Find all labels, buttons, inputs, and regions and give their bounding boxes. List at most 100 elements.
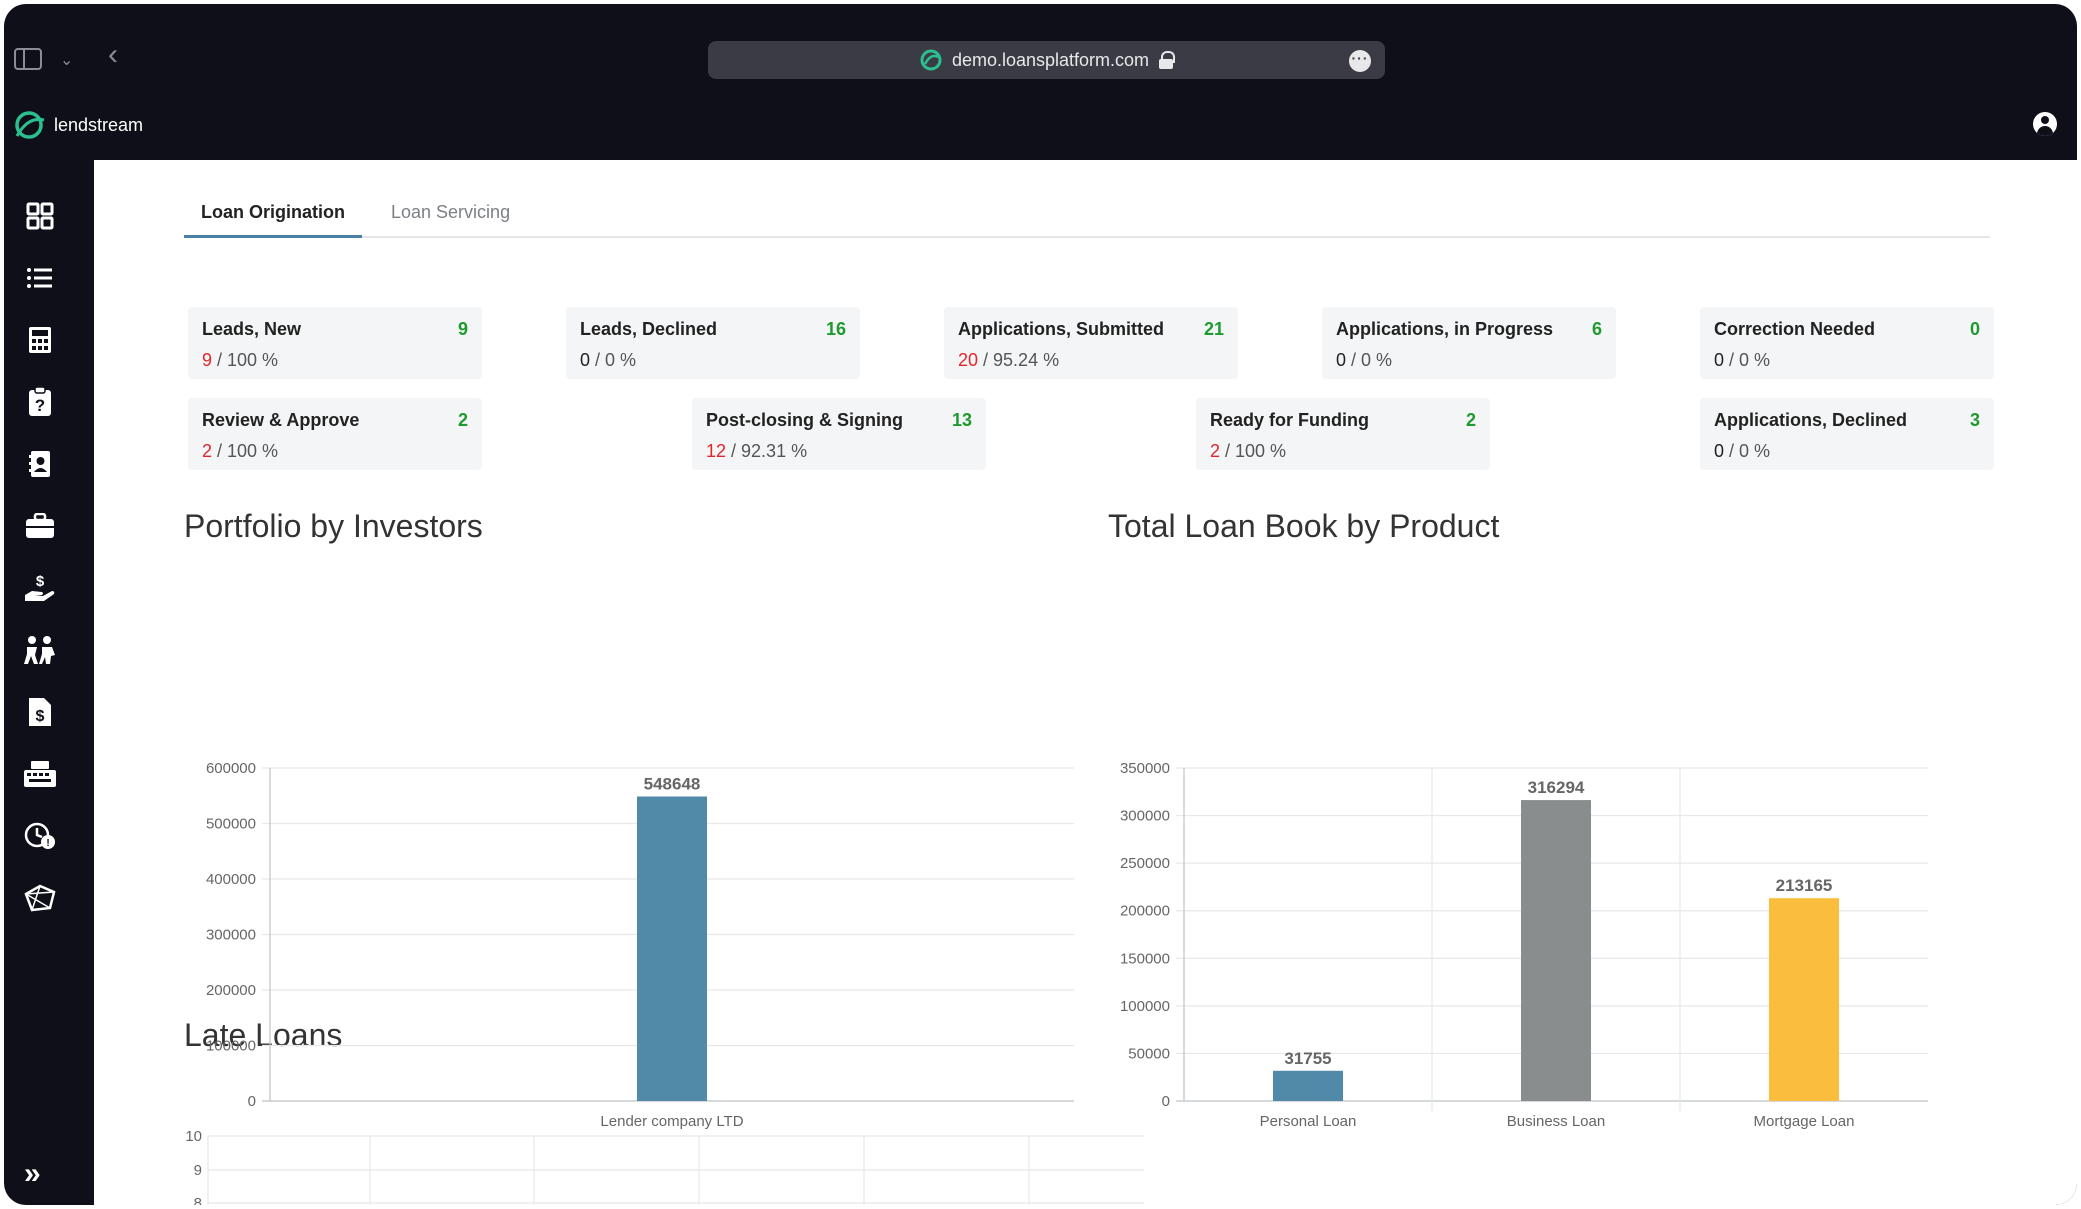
calculator-icon[interactable] [22,322,58,358]
svg-text:!: ! [46,838,49,849]
user-account-icon[interactable] [2033,112,2057,136]
card-ratio: 9 / 100 % [202,350,468,371]
browser-window: ⌄ ‹ demo.loansplatform.com ··· lendstrea… [4,4,2077,1205]
bar [1769,898,1839,1101]
card-ratio: 2 / 100 % [202,441,468,462]
card-ratio-rest: / 92.31 % [726,441,808,461]
portfolio-chart-title: Portfolio by Investors [184,508,483,544]
site-logo-icon [920,49,942,71]
x-tick-label: Lender company LTD [600,1113,743,1130]
chevron-down-icon[interactable]: ⌄ [60,52,74,69]
sidebar-toggle-icon[interactable] [14,48,42,70]
y-tick-label: 200000 [206,982,256,999]
invoice-dollar-icon[interactable]: $ [22,694,58,730]
card-count: 21 [1203,319,1224,339]
lendstream-logo-icon [15,111,45,139]
briefcase-icon[interactable] [22,508,58,544]
tab-bar: Loan Origination Loan Servicing [184,192,1990,238]
card-ratio-value: 0 [1336,350,1347,370]
status-card[interactable]: Applications, Submitted 21 20 / 95.24 % [944,307,1238,379]
y-tick-label: 100000 [206,1038,256,1055]
x-tick-label: Personal Loan [1260,1113,1357,1130]
tab-loan-servicing[interactable]: Loan Servicing [391,202,511,222]
history-clock-icon[interactable]: ! [22,818,58,854]
card-title: Review & Approve [202,410,360,430]
y-tick-label: 600000 [206,760,256,777]
y-tick-label: 500000 [206,816,256,833]
dashboard-grid-icon[interactable] [22,198,58,234]
status-card[interactable]: Review & Approve 2 2 / 100 % [188,398,482,470]
expand-sidebar-icon[interactable]: » [24,1157,41,1190]
card-count: 0 [1969,319,1980,339]
left-navigation: ? $ $ ! » [4,160,94,1205]
card-count: 9 [457,319,468,339]
data-label: 31755 [1284,1049,1331,1068]
card-ratio-rest: / 95.24 % [978,350,1060,370]
card-count: 13 [951,410,972,430]
y-tick-label: 300000 [206,927,256,944]
network-icon[interactable] [22,880,58,916]
card-ratio-rest: / 100 % [1220,441,1287,461]
y-tick-label: 50000 [1128,1045,1170,1062]
tab-loan-origination[interactable]: Loan Origination [184,192,362,238]
contacts-book-icon[interactable] [22,446,58,482]
card-count: 2 [1465,410,1476,430]
card-ratio-value: 9 [202,350,213,370]
y-tick-label: 100000 [1120,998,1170,1015]
card-title: Applications, Submitted [958,319,1165,339]
card-ratio: 0 / 0 % [1336,350,1602,371]
y-tick-label: 0 [248,1093,256,1110]
card-ratio-rest: / 0 % [590,350,637,370]
y-tick-label: 0 [1162,1093,1170,1110]
y-tick-label: 10 [185,1128,202,1145]
url-text: demo.loansplatform.com [951,49,1150,70]
hand-money-icon[interactable]: $ [22,570,58,606]
help-clipboard-icon[interactable]: ? [22,384,58,420]
card-title: Leads, New [202,319,302,339]
card-title: Correction Needed [1714,319,1876,339]
card-ratio-value: 0 [1714,441,1725,461]
status-card[interactable]: Applications, in Progress 6 0 / 0 % [1322,307,1616,379]
card-count: 16 [825,319,846,339]
late-loans-chart: 8 9 10 [185,1128,1144,1205]
data-label: 548648 [644,775,701,794]
card-ratio: 2 / 100 % [1210,441,1476,462]
y-tick-label: 250000 [1120,855,1170,872]
status-card[interactable]: Applications, Declined 3 0 / 0 % [1700,398,1994,470]
card-count: 3 [1969,410,1980,430]
card-title: Post-closing & Signing [706,410,903,430]
card-ratio: 0 / 0 % [1714,441,1980,462]
status-card[interactable]: Ready for Funding 2 2 / 100 % [1196,398,1490,470]
status-card[interactable]: Correction Needed 0 0 / 0 % [1700,307,1994,379]
status-card[interactable]: Leads, New 9 9 / 100 % [188,307,482,379]
card-title: Ready for Funding [1210,410,1369,430]
card-ratio-rest: / 0 % [1724,350,1771,370]
card-ratio-rest: / 100 % [212,350,279,370]
terminal-icon[interactable] [22,756,58,792]
back-arrow-icon[interactable]: ‹ [108,38,118,71]
card-ratio-value: 2 [1210,441,1221,461]
status-card[interactable]: Leads, Declined 16 0 / 0 % [566,307,860,379]
card-ratio: 0 / 0 % [580,350,846,371]
bar [1273,1070,1343,1101]
y-tick-label: 300000 [1120,808,1170,825]
svg-text:$: $ [36,573,45,590]
list-icon[interactable] [22,260,58,296]
x-tick-label: Mortgage Loan [1754,1113,1855,1130]
card-ratio-value: 12 [706,441,727,461]
card-count: 2 [457,410,468,430]
y-tick-label: 8 [194,1195,202,1205]
more-options-icon[interactable]: ··· [1349,50,1371,72]
x-tick-label: Business Loan [1507,1113,1605,1130]
y-tick-label: 150000 [1120,950,1170,967]
people-icon[interactable] [22,632,58,668]
loanbook-chart-title: Total Loan Book by Product [1108,508,1500,544]
portfolio-by-investors-chart: 0 100000 200000 300000 400000 500000 600000 548… [206,760,1074,1130]
status-card[interactable]: Post-closing & Signing 13 12 / 92.31 % [692,398,986,470]
logo-text: lendstream [54,114,144,135]
lock-icon [1159,51,1176,69]
card-title: Applications, Declined [1714,410,1908,430]
address-bar[interactable]: demo.loansplatform.com ··· [708,41,1385,79]
data-label: 316294 [1528,778,1585,797]
app-logo[interactable]: lendstream [14,110,143,140]
